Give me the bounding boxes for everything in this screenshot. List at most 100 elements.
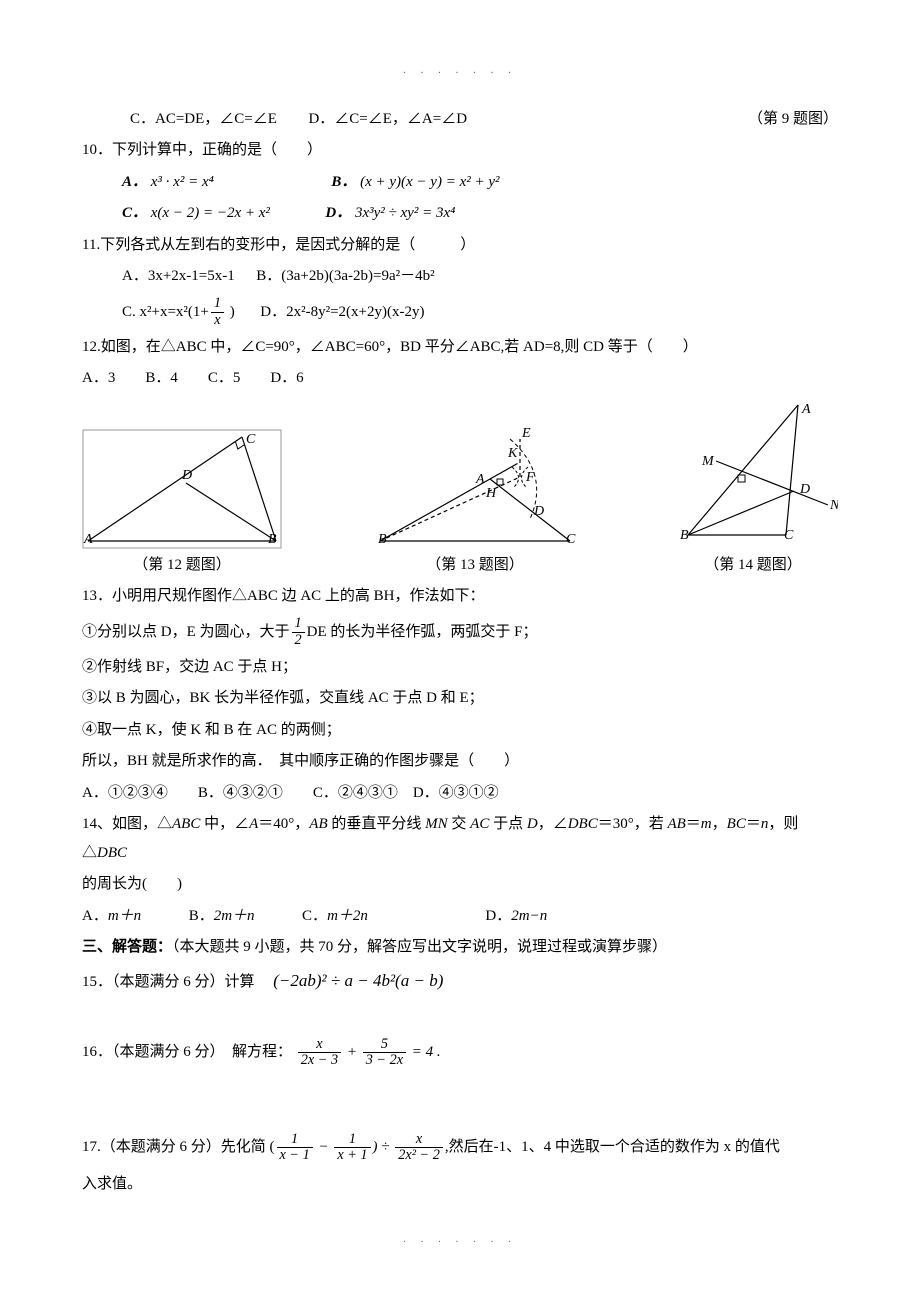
q10-row1: A． x³ · x² = x⁴ B． (x + y)(x − y) = x² +… [82, 168, 838, 197]
q14-a-opt: m＋n [108, 908, 141, 924]
svg-text:N: N [829, 498, 838, 513]
svg-text:M: M [701, 454, 715, 469]
q14-stem: 14、如图，△ABC 中，∠A＝40°，AB 的垂直平分线 MN 交 AC 于点… [82, 810, 838, 867]
q14-dl: D． [485, 908, 511, 924]
q10-d-math: 3x³y² ÷ xy² = 3x⁴ [355, 205, 455, 221]
q14-dbc2: DBC [97, 845, 127, 861]
fig12-col: ABCD （第 12 题图） [82, 429, 282, 580]
q13-stem: 13．小明用尺规作图作△ABC 边 AC 上的高 BH，作法如下： [82, 582, 838, 611]
q11-opt-c-pre: C. x²+x=x²(1+ [122, 304, 209, 320]
q10-c-math: x(x − 2) = −2x + x² [151, 205, 270, 221]
q13-step3: ③以 B 为圆心，BK 长为半径作弧，交直线 AC 于点 D 和 E； [82, 684, 838, 713]
fig13-svg: BCADEKFH [370, 419, 580, 549]
q16-frac1: x2x − 3 [298, 1037, 341, 1069]
q14-t7: ，∠ [538, 816, 568, 832]
q14-t2: 中，∠ [200, 816, 249, 832]
q10-row2: C． x(x − 2) = −2x + x² D． 3x³y² ÷ xy² = … [82, 199, 838, 228]
q15: 15．（本题满分 6 分）计算 (−2ab)² ÷ a − 4b²(a − b) [82, 965, 838, 997]
q9-options-cd: C．AC=DE，∠C=∠E D．∠C=∠E，∠A=∠D （第 9 题图） [82, 105, 838, 134]
svg-text:B: B [680, 528, 689, 543]
q14-ab2: AB [667, 816, 685, 832]
q11-opt-c-post: ) [226, 304, 235, 320]
q11-opt-a: A．3x+2x-1=5x-1 [122, 268, 235, 284]
q11-row1: A．3x+2x-1=5x-1 B．(3a+2b)(3a-2b)=9a²－4b² [82, 262, 838, 291]
q9-opt-d: D．∠C=∠E，∠A=∠D [308, 111, 467, 127]
section3-title: 三、解答题： [82, 939, 172, 955]
q13-s1-frac: 12 [292, 616, 305, 648]
q13-s1-post: DE 的长为半径作弧，两弧交于 F； [307, 624, 538, 640]
q14-d: D [527, 816, 538, 832]
q11-opt-b: B．(3a+2b)(3a-2b)=9a²－4b² [256, 268, 434, 284]
q11-stem: 11.下列各式从左到右的变形中，是因式分解的是（ ） [82, 231, 838, 260]
q14-t4: 的垂直平分线 [328, 816, 426, 832]
svg-text:K: K [507, 446, 518, 461]
q14-bc: BC [727, 816, 746, 832]
q12-stem: 12.如图，在△ABC 中，∠C=90°，∠ABC=60°，BD 平分∠ABC,… [82, 333, 838, 362]
q17-post: ,然后在-1、1、4 中选取一个合适的数作为 x 的值代 [445, 1139, 780, 1155]
q10-b-math: (x + y)(x − y) = x² + y² [360, 174, 499, 190]
q14-t8: ＝30°，若 [598, 816, 668, 832]
q14-ac: AC [470, 816, 489, 832]
svg-text:B: B [378, 532, 387, 547]
q14-stem-end: 的周长为( ) [82, 870, 838, 899]
q14-abc: ABC [172, 816, 200, 832]
q10-a-label: A． [122, 174, 147, 190]
svg-text:A: A [475, 472, 485, 487]
q17-frac1: 1x − 1 [277, 1132, 313, 1164]
svg-text:C: C [246, 432, 256, 447]
q11-opt-c-frac: 1x [211, 296, 224, 328]
svg-text:D: D [533, 504, 544, 519]
q9-opt-c: C．AC=DE，∠C=∠E [130, 111, 277, 127]
q14-c-opt: m＋2n [327, 908, 368, 924]
svg-text:A: A [83, 532, 93, 547]
q14-eq2: ＝ [746, 816, 761, 832]
q14-c1: ， [712, 816, 727, 832]
section3-heading: 三、解答题：（本大题共 9 小题，共 70 分，解答应写出文字说明，说理过程或演… [82, 933, 838, 962]
fig14-caption: （第 14 题图） [668, 551, 838, 580]
svg-text:H: H [485, 486, 497, 501]
q14-m: m [701, 816, 712, 832]
q10-b-label: B． [331, 174, 356, 190]
q16: 16．（本题满分 6 分） 解方程： x2x − 3 + 53 − 2x = 4… [82, 1033, 838, 1072]
q14-mn: MN [425, 816, 448, 832]
q13-options: A．①②③④ B．④③②① C．②④③① D．④③①② [82, 779, 838, 808]
q13-step1: ①分别以点 D，E 为圆心，大于12DE 的长为半径作弧，两弧交于 F； [82, 614, 838, 650]
q17-div: ) ÷ [373, 1139, 394, 1155]
q14-options: A．m＋n B．2m＋n C．m＋2n D．2m−n [82, 902, 838, 931]
q17-frac3: x2x² − 2 [395, 1132, 443, 1164]
q12-options: A．3 B．4 C．5 D．6 [82, 364, 838, 393]
svg-text:C: C [566, 532, 576, 547]
q17-line2: 入求值。 [82, 1170, 838, 1199]
fig12-caption: （第 12 题图） [82, 551, 282, 580]
q15-math: (−2ab)² ÷ a − 4b²(a − b) [273, 971, 443, 990]
q16-pre: 16．（本题满分 6 分） 解方程： [82, 1044, 292, 1060]
q13-step2: ②作射线 BF，交边 AC 于点 H； [82, 653, 838, 682]
q17-minus: − [315, 1139, 333, 1155]
footer-dots: . . . . . . . [82, 1229, 838, 1250]
q14-b-opt: 2m＋n [214, 908, 255, 924]
q15-pre: 15．（本题满分 6 分）计算 [82, 974, 270, 990]
q14-t5: 交 [448, 816, 471, 832]
q14-a: A [249, 816, 258, 832]
svg-text:D: D [799, 482, 810, 497]
q17-line1: 17.（本题满分 6 分）先化简 (1x − 1 − 1x + 1) ÷ x2x… [82, 1128, 838, 1167]
section3-desc: （本大题共 9 小题，共 70 分，解答应写出文字说明，说理过程或演算步骤） [172, 939, 667, 955]
fig13-caption: （第 13 题图） [370, 551, 580, 580]
fig14-col: ABCNDM （第 14 题图） [668, 399, 838, 580]
q10-d-label: D． [325, 205, 351, 221]
q17-frac2: 1x + 1 [334, 1132, 370, 1164]
fig14-svg: ABCNDM [668, 399, 838, 549]
q13-s1-pre: ①分别以点 D，E 为圆心，大于 [82, 624, 290, 640]
q16-frac2: 53 − 2x [363, 1037, 406, 1069]
fig13-col: BCADEKFH （第 13 题图） [370, 419, 580, 580]
header-dots: . . . . . . . [82, 60, 838, 81]
q13-step4: ④取一点 K，使 K 和 B 在 AC 的两侧； [82, 716, 838, 745]
q14-bl: B． [189, 908, 214, 924]
q14-t1: 14、如图，△ [82, 816, 172, 832]
q10-a-math: x³ · x² = x⁴ [151, 174, 214, 190]
svg-text:D: D [181, 468, 192, 483]
svg-text:A: A [801, 402, 811, 417]
q14-eq1: ＝ [686, 816, 701, 832]
q14-dbc: DBC [568, 816, 598, 832]
q14-t3: ＝40°， [258, 816, 309, 832]
